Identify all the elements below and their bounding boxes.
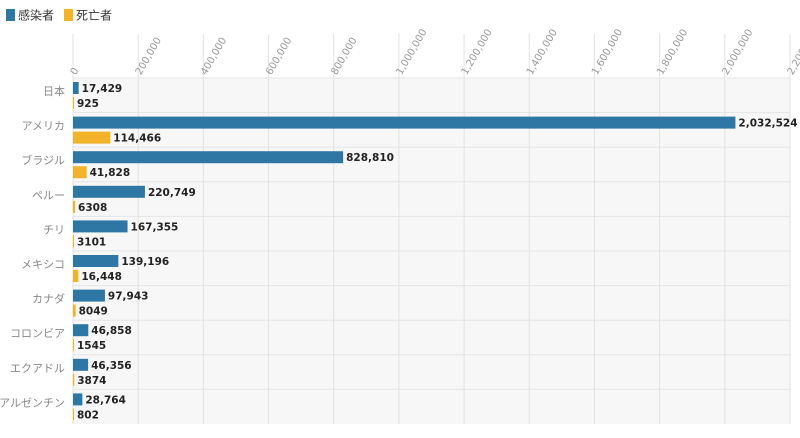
category-label: 日本: [43, 84, 65, 98]
bar: [73, 116, 736, 129]
value-label: 46,356: [91, 360, 132, 372]
bar: [73, 289, 105, 302]
x-tick-label: 1,400,000: [525, 27, 560, 77]
value-label: 2,032,524: [738, 118, 797, 130]
bar: [73, 200, 76, 213]
bar: [73, 373, 75, 386]
bar: [73, 255, 119, 267]
bar: [73, 324, 89, 337]
value-label: 3101: [77, 236, 106, 248]
bar: [73, 131, 111, 144]
category-label: カナダ: [32, 292, 65, 306]
legend-label: 死亡者: [76, 9, 112, 23]
value-label: 16,448: [81, 271, 122, 283]
bar: [73, 304, 76, 317]
value-label: 167,355: [131, 221, 179, 233]
bar: [73, 358, 89, 371]
value-label: 28,764: [85, 394, 126, 406]
value-label: 220,749: [148, 187, 196, 199]
category-label: アメリカ: [22, 120, 65, 133]
bar: [73, 220, 128, 233]
category-label: アルゼンチン: [0, 396, 65, 409]
x-tick-label: 2,000,000: [720, 27, 755, 77]
value-label: 8049: [79, 306, 108, 318]
category-label: チリ: [43, 223, 65, 236]
legend-swatch: [6, 9, 15, 21]
category-label: ブラジル: [21, 153, 65, 167]
bar: [73, 339, 74, 352]
value-label: 41,828: [90, 167, 131, 179]
value-label: 802: [77, 409, 99, 421]
value-label: 1545: [77, 340, 106, 352]
value-label: 925: [77, 98, 99, 110]
legend-swatch: [64, 9, 74, 21]
category-label: コロンビア: [10, 327, 65, 340]
x-tick-label: 1,000,000: [395, 27, 430, 77]
x-tick-label: 1,200,000: [460, 27, 495, 77]
category-label: エクアドル: [10, 362, 65, 375]
bar: [73, 166, 87, 179]
category-label: ペルー: [32, 189, 65, 202]
value-label: 114,466: [113, 133, 161, 145]
x-tick-label: 0: [69, 66, 82, 77]
value-label: 97,943: [108, 291, 149, 303]
bar: [73, 270, 79, 282]
value-label: 828,810: [346, 152, 394, 164]
bar: [73, 185, 145, 198]
bar: [73, 393, 83, 406]
value-label: 3874: [77, 375, 106, 387]
value-label: 17,429: [82, 83, 123, 95]
category-label: メキシコ: [21, 258, 65, 271]
value-label: 139,196: [121, 256, 169, 268]
legend-label: 感染者: [18, 8, 54, 23]
bar: [73, 82, 79, 94]
x-tick-label: 1,600,000: [590, 27, 625, 77]
bar: [73, 235, 75, 248]
bar: [73, 151, 344, 164]
value-label: 46,858: [91, 325, 132, 337]
bar: [73, 408, 74, 421]
value-label: 6308: [78, 202, 107, 214]
x-tick-label: 2,200,000: [786, 27, 800, 77]
bar: [73, 97, 74, 109]
x-tick-label: 1,800,000: [655, 27, 690, 77]
